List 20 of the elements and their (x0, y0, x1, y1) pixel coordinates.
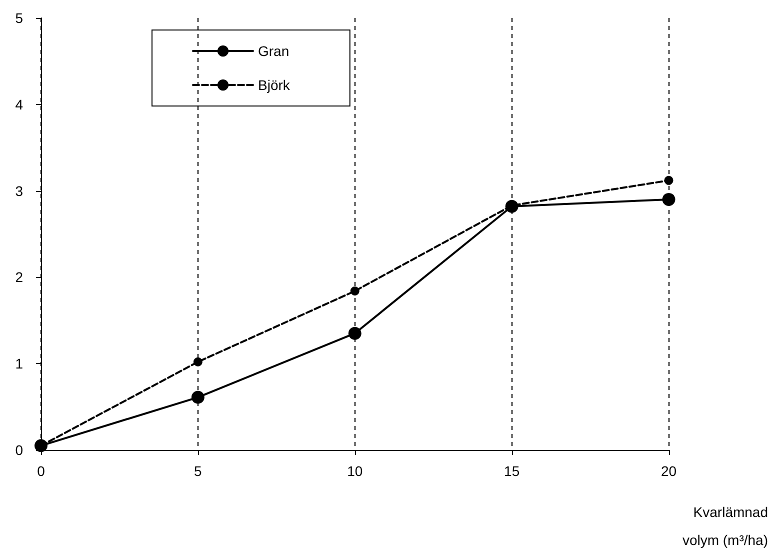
x-tick-label: 10 (347, 463, 363, 479)
x-tick-label: 15 (504, 463, 520, 479)
point (193, 357, 202, 366)
point (191, 390, 204, 404)
x-tick-label: 0 (37, 463, 46, 479)
y-tick-label: 1 (15, 356, 24, 372)
legend-label: Björk (258, 77, 291, 93)
y-tick-label: 4 (15, 96, 24, 112)
x-tick-label: 20 (660, 463, 677, 479)
y-tick-label: 5 (15, 10, 24, 26)
point (348, 326, 362, 340)
y-tick-label: 2 (15, 269, 24, 286)
legend-label: Gran (258, 43, 290, 59)
x-axis-title: Kvarlämnad volym (m³/ha) (682, 504, 768, 548)
point (664, 176, 674, 185)
y-tick-label: 3 (15, 182, 24, 199)
point (662, 192, 676, 206)
point (350, 286, 360, 296)
x-tick-label: 5 (194, 463, 202, 479)
y-tick-label: 0 (15, 442, 24, 458)
